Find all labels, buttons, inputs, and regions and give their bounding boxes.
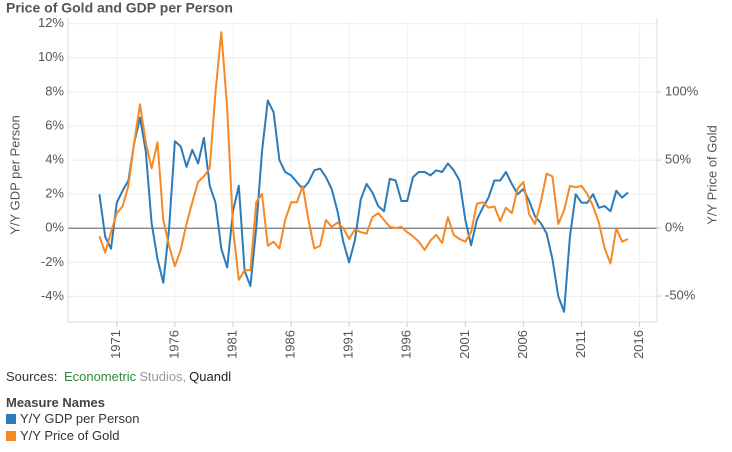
source-part: Quandl bbox=[189, 369, 232, 384]
source-part: Econometric bbox=[63, 369, 137, 384]
y-tick-label: 8% bbox=[45, 83, 64, 98]
x-tick-label: 1976 bbox=[166, 330, 181, 359]
x-tick-label: 2016 bbox=[631, 330, 646, 359]
chart-title: Price of Gold and GDP per Person bbox=[6, 0, 233, 16]
legend-item: Y/Y Price of Gold bbox=[6, 428, 119, 443]
x-tick-label: 1996 bbox=[399, 330, 414, 359]
y2-tick-label: 50% bbox=[665, 152, 691, 167]
sources-parts: Econometric Studios, Quandl bbox=[61, 369, 231, 384]
legend-label: Y/Y Price of Gold bbox=[20, 428, 120, 443]
x-tick-label: 1986 bbox=[282, 330, 297, 359]
y-tick-label: -4% bbox=[41, 288, 65, 303]
y-axis-title: Y/Y GDP per Person bbox=[7, 115, 22, 234]
sources-label: Sources: bbox=[6, 369, 58, 384]
legend-title: Measure Names bbox=[6, 395, 105, 410]
y2-tick-label: -50% bbox=[665, 288, 696, 303]
y-tick-label: 0% bbox=[45, 220, 64, 235]
x-tick-label: 2006 bbox=[515, 330, 530, 359]
legend-item: Y/Y GDP per Person bbox=[6, 411, 139, 426]
y-tick-label: 4% bbox=[45, 152, 64, 167]
y-tick-label: 2% bbox=[45, 186, 64, 201]
sources: Sources: Econometric Studios, Quandl bbox=[6, 369, 231, 384]
y-tick-label: -2% bbox=[41, 254, 65, 269]
y2-axis-title: Y/Y Price of Gold bbox=[704, 125, 719, 224]
legend-swatch bbox=[6, 430, 16, 441]
x-tick-label: 1971 bbox=[108, 330, 123, 359]
y2-tick-label: 100% bbox=[665, 84, 699, 99]
x-tick-label: 1981 bbox=[224, 330, 239, 359]
y-tick-label: 10% bbox=[38, 49, 64, 64]
y2-tick-label: 0% bbox=[665, 220, 684, 235]
series-line bbox=[98, 31, 629, 281]
series-line bbox=[98, 99, 629, 313]
y-tick-label: 6% bbox=[45, 117, 64, 132]
x-tick-label: 1991 bbox=[341, 330, 356, 359]
legend-label: Y/Y GDP per Person bbox=[20, 411, 140, 426]
y-tick-label: 12% bbox=[38, 15, 64, 30]
x-tick-label: 2011 bbox=[573, 330, 588, 358]
legend-swatch bbox=[6, 413, 16, 424]
x-tick-label: 2001 bbox=[457, 330, 472, 359]
source-part: Studios, bbox=[139, 369, 187, 384]
